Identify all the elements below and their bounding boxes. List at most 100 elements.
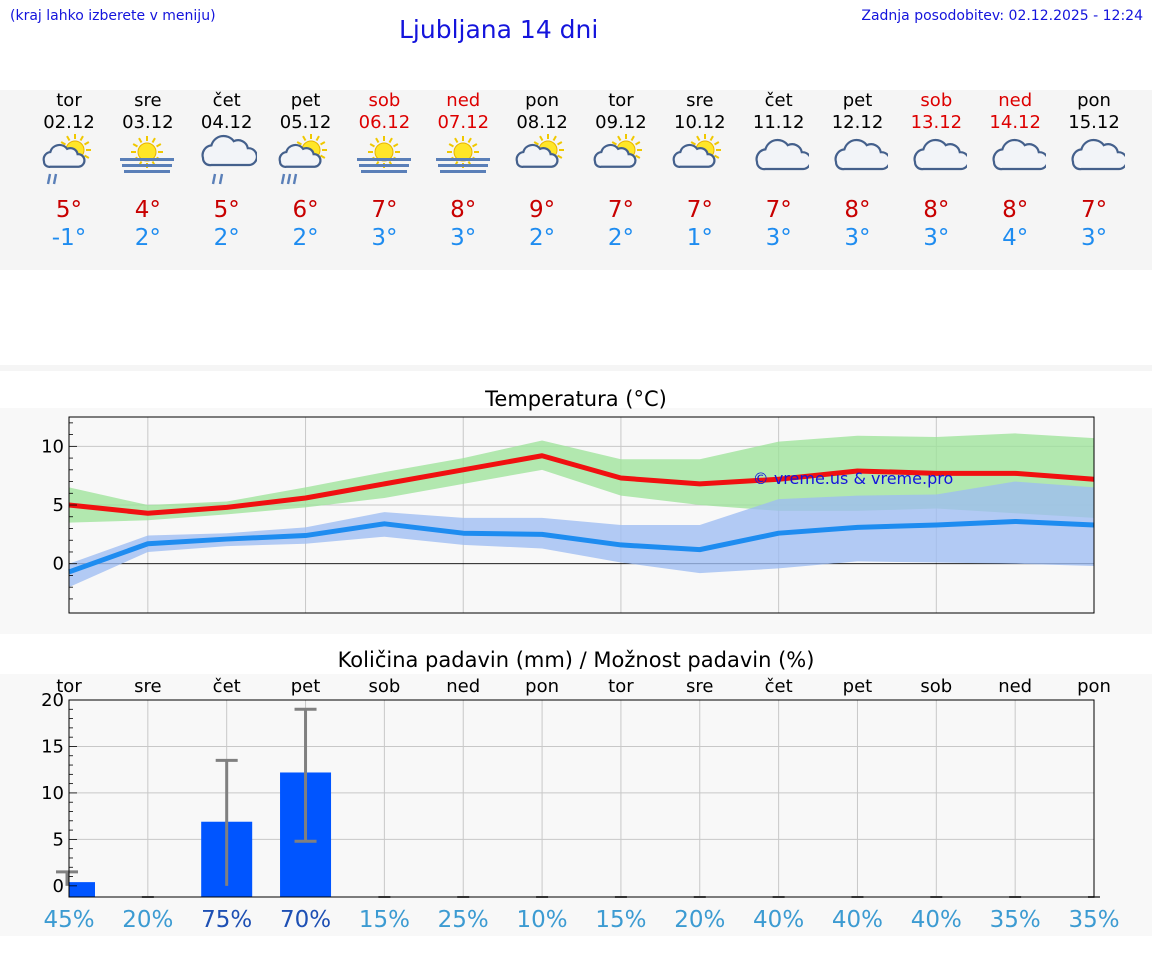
forecast-day: pet 12.12 8° 3° (818, 90, 897, 252)
precipitation-probability: 20% (122, 907, 173, 933)
y-tick-label: 0 (53, 554, 64, 575)
min-temperature: 4° (1002, 225, 1029, 251)
forecast-day: čet 04.12 5° 2° (187, 90, 266, 252)
forecast-panel (0, 90, 1152, 270)
weather-icon-slot (1055, 134, 1134, 196)
day-date: 15.12 (1068, 112, 1120, 133)
day-date: 06.12 (358, 112, 411, 133)
divider (0, 365, 1152, 371)
forecast-day: sre 03.12 4° 2° (108, 90, 187, 252)
day-date: 02.12 (43, 112, 95, 133)
min-temperature: 2° (213, 225, 240, 251)
day-date: 13.12 (910, 112, 963, 133)
forecast-day: sob 06.12 7° 3° (345, 90, 424, 252)
forecast-day: tor 09.12 7° 2° (581, 90, 660, 252)
weather-icon-slot (266, 134, 345, 196)
day-name: pet (290, 90, 321, 111)
precipitation-probability: 75% (201, 907, 252, 933)
sun-fog-icon (120, 136, 175, 173)
plot-frame (68, 416, 1095, 614)
min-temperature: 2° (529, 225, 556, 251)
precipitation-probability: 35% (990, 907, 1041, 933)
category-label: sre (686, 676, 713, 697)
precipitation-probability: 25% (438, 907, 489, 933)
precipitation-probability: 20% (674, 907, 725, 933)
day-name: pet (842, 90, 873, 111)
min-temperature: 1° (686, 225, 713, 251)
category-label: pet (291, 676, 321, 697)
weather-icon-slot (30, 134, 109, 196)
y-tick-label: 5 (53, 495, 64, 516)
precipitation-chart: tor sre čet pet sob ned pon tor sre čet pet sob ned p… (41, 676, 1119, 933)
min-temperature: 3° (450, 225, 477, 251)
day-date: 14.12 (989, 112, 1041, 133)
error-bar (294, 707, 317, 843)
day-date: 09.12 (595, 112, 647, 133)
weather-icon-slot (424, 134, 503, 196)
min-temperature: 3° (844, 225, 871, 251)
min-temperature: -1° (51, 225, 87, 251)
category-label: pon (525, 676, 559, 697)
category-label: sob (368, 676, 400, 697)
precipitation-bar (69, 882, 95, 897)
weather-icon-slot (108, 134, 187, 196)
min-temperature: 2° (134, 225, 161, 251)
day-date: 07.12 (437, 112, 490, 133)
precipitation-probability: 40% (753, 907, 804, 933)
forecast-day: sob 13.12 8° 3° (897, 90, 976, 252)
forecast-day: ned 14.12 8° 4° (976, 90, 1055, 252)
day-name: pon (525, 90, 560, 111)
cloud-icon (913, 138, 967, 171)
day-name: sob (368, 90, 401, 111)
precipitation-probability: 15% (359, 907, 410, 933)
category-label: sob (920, 676, 952, 697)
max-temperature: 5° (213, 197, 240, 223)
y-tick-label: 10 (41, 783, 64, 804)
forecast-day: pon 08.12 9° 2° (503, 90, 582, 252)
day-date: 12.12 (831, 112, 884, 133)
watermark: © vreme.us & vreme.pro (753, 469, 954, 488)
max-temperature: 9° (529, 197, 556, 223)
weather-icon-slot (345, 134, 424, 196)
y-tick-label: 5 (53, 829, 64, 850)
precipitation-probability: 45% (43, 907, 94, 933)
cloud-icon (1071, 138, 1125, 171)
precipitation-probability: 35% (1068, 907, 1119, 933)
precipitation-chart-title: Količina padavin (mm) / Možnost padavin … (337, 648, 815, 672)
min-temperature: 2° (292, 225, 319, 251)
min-temperature: 3° (371, 225, 398, 251)
y-tick-label: 10 (41, 436, 64, 457)
precipitation-probability: 40% (911, 907, 962, 933)
max-temperature: 8° (1002, 197, 1029, 223)
min-temperature: 3° (923, 225, 950, 251)
page-title: Ljubljana 14 dni (399, 15, 599, 44)
sun-cloud-heavy-rain-icon (278, 134, 328, 185)
weather-icon-slot (818, 134, 897, 196)
location-hint: (kraj lahko izberete v meniju) (10, 8, 216, 24)
day-name: sob (920, 90, 953, 111)
day-name: čet (764, 90, 793, 111)
error-bar (56, 870, 78, 886)
day-name: pon (1077, 90, 1111, 111)
forecast-day: čet 11.12 7° 3° (739, 90, 818, 252)
min-temperature: 3° (1080, 225, 1108, 251)
weather-icon-slot (976, 134, 1055, 196)
max-temperature: 4° (134, 197, 161, 223)
error-bar (215, 758, 238, 886)
weather-icon-slot (581, 134, 660, 196)
day-name: tor (56, 90, 82, 111)
forecast-day: ned 07.12 8° 3° (424, 90, 503, 252)
weather-icon-slot (187, 134, 266, 196)
day-name: sre (134, 90, 162, 111)
max-temperature: 7° (607, 197, 634, 223)
y-tick-label: 20 (41, 690, 64, 711)
sun-cloud-rain-icon (42, 134, 91, 185)
max-temperature: 7° (765, 197, 792, 223)
y-tick-label: 0 (53, 876, 64, 897)
day-date: 10.12 (674, 112, 726, 133)
sun-fog-icon (435, 136, 490, 173)
max-temperature: 5° (55, 197, 83, 223)
precipitation-probability: 70% (280, 907, 331, 933)
day-date: 04.12 (200, 112, 253, 133)
day-name: ned (446, 90, 481, 111)
